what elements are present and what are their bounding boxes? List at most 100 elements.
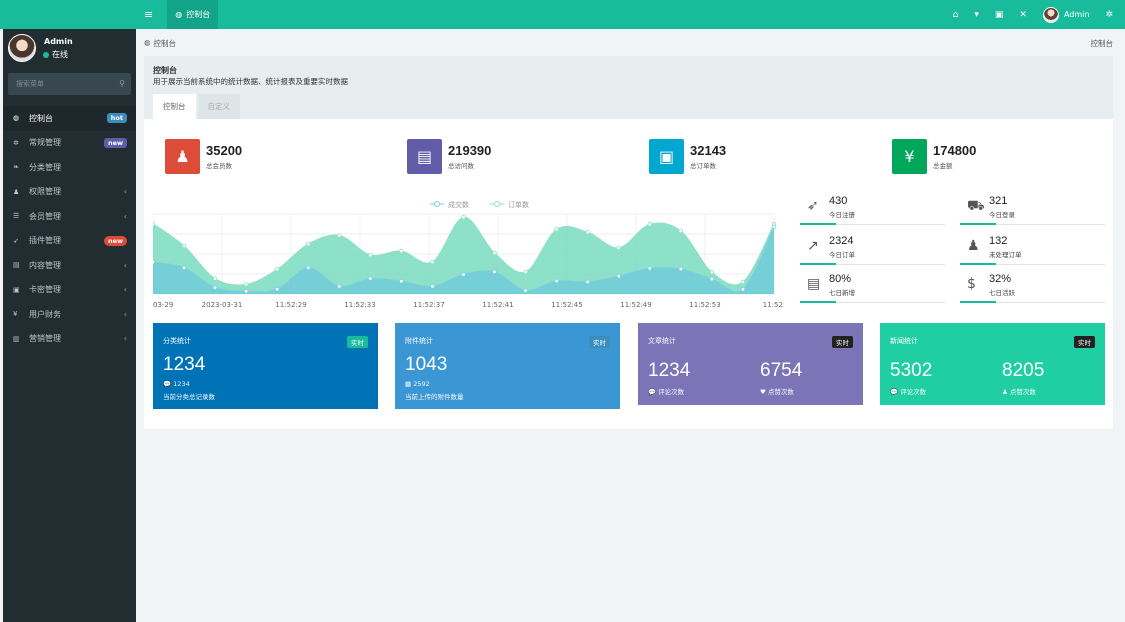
top-navbar: ≡ ◍ 控制台 ⌂ ▾ ▣ ✕ Admin ✲ (0, 0, 1125, 29)
mini-stat-label: 七日新增 (829, 289, 855, 297)
data-point (461, 215, 466, 220)
rocket-icon: ➶ (13, 236, 19, 245)
x-tick-label: 11:52:33 (344, 301, 375, 309)
sidebar-item-content[interactable]: ▤ 内容管理 ‹ (3, 253, 136, 278)
card-description: 当前上传的附件数量 (405, 393, 464, 401)
mini-stat-pending-orders: ♟ 132 未处理订单 (960, 229, 1105, 265)
stat-visits: ▤ 219390 总访问数 (407, 139, 491, 174)
sidebar-item-category[interactable]: ❧ 分类管理 (3, 155, 136, 180)
x-tick-label: 2023-03-31 (202, 301, 243, 309)
menu-toggle-icon[interactable]: ≡ (144, 8, 154, 21)
nav-tab-dashboard[interactable]: ◍ 控制台 (167, 0, 219, 29)
status-label: 在线 (52, 50, 68, 59)
file-icon: ▦ (405, 380, 412, 388)
stat-value: 174800 (933, 143, 977, 158)
breadcrumb-left[interactable]: ◍ 控制台 (144, 38, 176, 49)
stat-amount: ¥ 174800 总金额 (892, 139, 976, 174)
data-point (771, 224, 777, 229)
comment-icon: 💬 (163, 380, 172, 388)
data-point (274, 267, 280, 272)
user-name: Admin (1063, 10, 1090, 19)
logo-area (0, 0, 136, 29)
user-panel: Admin 在线 (3, 29, 136, 71)
home-icon[interactable]: ⌂ (952, 9, 959, 20)
data-point (585, 230, 590, 235)
users-icon: ♟ (165, 139, 200, 174)
avatar (1042, 6, 1059, 23)
user-menu[interactable]: Admin (1042, 6, 1090, 23)
data-point (430, 284, 435, 289)
realtime-badge: 实时 (832, 336, 853, 348)
card-article-stats: 文章统计 实时 1234 6754 💬 评论次数 ♥ 点赞次数 (638, 323, 863, 405)
sidebar-item-marketing[interactable]: ▥ 营销管理 ‹ (3, 327, 136, 352)
data-point (647, 266, 652, 271)
navbar-right: ⌂ ▾ ▣ ✕ Admin ✲ (953, 0, 1113, 29)
data-point (523, 269, 528, 275)
shopping-bag-icon: ▣ (649, 139, 684, 174)
sidebar-item-plugin[interactable]: ➶ 插件管理 new (3, 229, 136, 254)
sidebar-item-label: 会员管理 (29, 211, 61, 221)
line-chart-icon: ↗ (807, 238, 819, 254)
x-tick-label: 11:52:45 (551, 301, 582, 309)
mini-stat-value: 2324 (829, 235, 854, 247)
chevron-left-icon: ‹ (123, 334, 127, 344)
panel-header: 控制台 用于展示当前系统中的统计数据、统计报表及重要实时数据 控制台 自定义 (144, 56, 1113, 119)
data-point (492, 250, 497, 256)
breadcrumb-label: 控制台 (153, 39, 177, 48)
search-icon[interactable]: ⚲ (119, 79, 125, 88)
card-news-stats: 新闻统计 实时 5302 8205 💬 评论次数 ♟ 点赞次数 (880, 323, 1105, 405)
stat-value: 35200 (206, 143, 243, 158)
fullscreen-icon[interactable]: ✕ (1019, 9, 1027, 20)
data-point (399, 248, 404, 254)
comment-icon: 💬 (648, 388, 657, 396)
data-point (399, 278, 404, 284)
data-point (368, 276, 373, 281)
settings-icon[interactable]: ✲ (1105, 9, 1113, 20)
data-point (616, 273, 621, 279)
card-sub-label-2: 点赞次数 (767, 388, 794, 396)
data-point (150, 259, 156, 265)
data-point (554, 278, 559, 284)
sidebar-item-auth[interactable]: ♟ 权限管理 ‹ (3, 180, 136, 205)
stat-label: 总会员数 (206, 162, 232, 170)
card-value: 5302 (890, 360, 933, 381)
sidebar-item-general[interactable]: ✲ 常规管理 new (3, 131, 136, 156)
stat-value: 219390 (448, 143, 492, 158)
sidebar-search: ⚲ (8, 73, 131, 95)
hot-badge: hot (106, 113, 127, 124)
dashboard-icon: ◍ (13, 114, 20, 123)
card-sub-value: 1234 (173, 380, 190, 388)
tab-dashboard[interactable]: 控制台 (153, 94, 196, 119)
chevron-left-icon: ‹ (123, 187, 127, 197)
data-point (243, 282, 249, 287)
data-point (616, 245, 621, 251)
data-point (647, 222, 652, 227)
language-icon[interactable]: ▣ (994, 9, 1004, 20)
panel-tabs: 控制台 自定义 (153, 94, 240, 119)
card-sub-value: 2592 (413, 380, 430, 388)
card-value: 1234 (648, 360, 691, 381)
data-point (678, 266, 684, 272)
breadcrumb-right[interactable]: 控制台 (1090, 39, 1114, 48)
navbar-left: ≡ ◍ 控制台 (144, 0, 219, 29)
mini-stat-label: 今日注册 (829, 211, 855, 219)
data-point (181, 265, 187, 270)
card-title: 新闻统计 (890, 337, 918, 345)
sidebar-item-label: 控制台 (29, 113, 53, 123)
page-description: 用于展示当前系统中的统计数据、统计报表及重要实时数据 (153, 77, 348, 86)
data-point (461, 272, 466, 277)
sidebar-item-card-key[interactable]: ▣ 卡密管理 ‹ (3, 278, 136, 303)
sidebar-item-dashboard[interactable]: ◍ 控制台 hot (3, 106, 136, 131)
trash-icon[interactable]: ▾ (974, 9, 979, 20)
sidebar-item-member[interactable]: ☰ 会员管理 ‹ (3, 204, 136, 229)
mini-stat-value: 80% (829, 273, 852, 285)
mini-stat-bar (800, 263, 836, 265)
search-input[interactable] (8, 73, 131, 95)
data-point (554, 227, 559, 232)
tab-custom[interactable]: 自定义 (197, 94, 240, 119)
chart-svg: 03-29 2023-03-31 11:52:29 11:52:33 11:52:37 1… (150, 200, 785, 309)
card-attachment-stats: 附件统计 实时 1043 ▦ 2592 当前上传的附件数量 (395, 323, 620, 409)
sidebar-item-label: 营销管理 (29, 334, 61, 344)
yen-icon: ¥ (13, 310, 18, 319)
sidebar-item-finance[interactable]: ¥ 用户财务 ‹ (3, 302, 136, 327)
